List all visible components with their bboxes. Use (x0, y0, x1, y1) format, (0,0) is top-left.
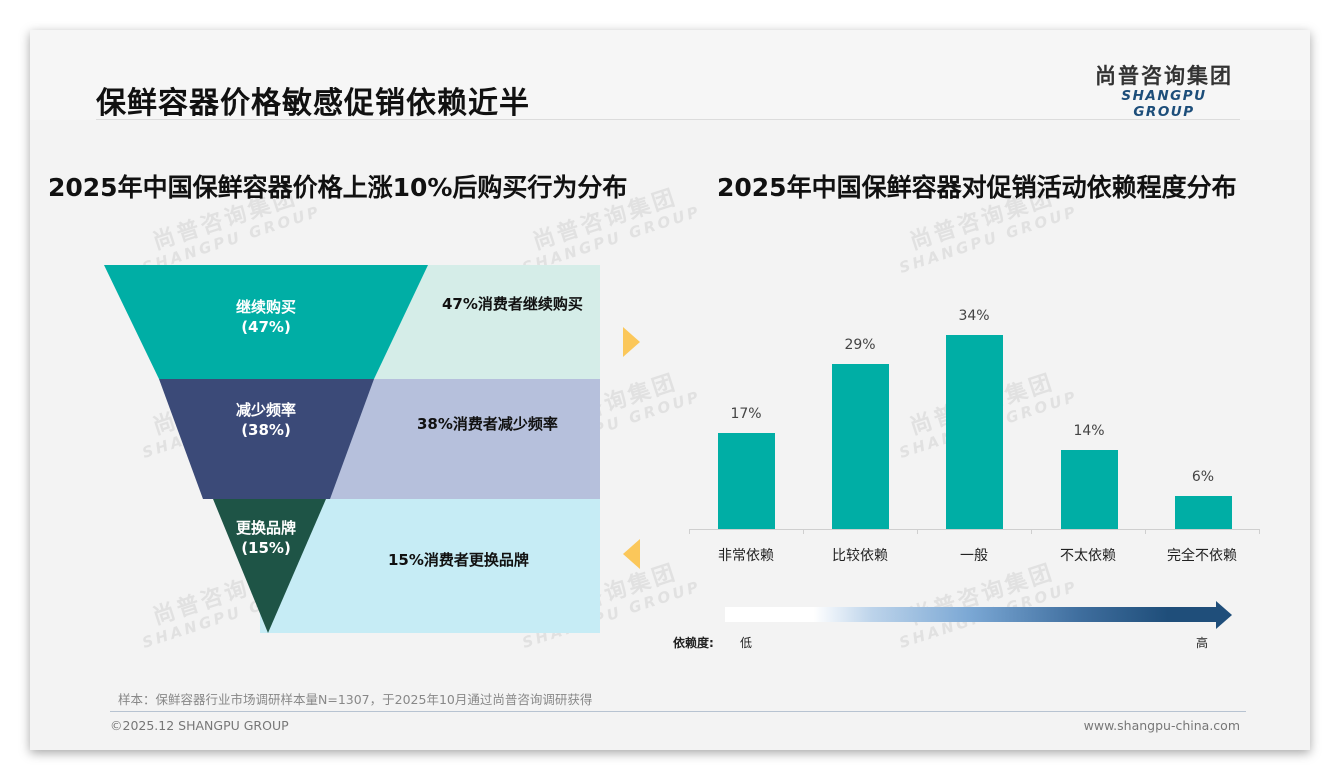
bar-value-label: 29% (844, 337, 876, 353)
bar-not-very-dependent (1061, 450, 1118, 529)
header-divider (96, 119, 1240, 120)
funnel-band-3-ext (268, 499, 600, 633)
dependency-gradient-bar (725, 607, 1217, 622)
bar-category-label: 完全不依赖 (1167, 548, 1237, 564)
axis-tick (917, 529, 918, 534)
company-logo: 尚普咨询集团 SHANGPU GROUP (1088, 64, 1240, 120)
bar-category-label: 比较依赖 (832, 548, 888, 564)
bar-value-label: 14% (1073, 423, 1105, 439)
scale-high-label: 高 (1196, 636, 1209, 650)
funnel-desc-reduce: 38%消费者减少频率 (417, 415, 558, 433)
bar-chart-title: 2025年中国保鲜容器对促销活动依赖程度分布 (717, 173, 1237, 202)
scale-low-label: 低 (740, 636, 753, 650)
funnel-band-1-ext (374, 265, 600, 379)
funnel-label-continue: 继续购买 (47%) (235, 298, 296, 336)
scale-label: 依赖度: (673, 636, 714, 650)
funnel-band-2-ext (330, 379, 600, 499)
funnel-segment-switch (213, 499, 326, 633)
page-title: 保鲜容器价格敏感促销依赖近半 (96, 86, 530, 121)
axis-tick (689, 529, 690, 534)
bar-value-label: 17% (730, 406, 762, 422)
logo-cn-text: 尚普咨询集团 (1095, 64, 1233, 88)
axis-tick (1031, 529, 1032, 534)
funnel-label-switch: 更换品牌 (15%) (235, 519, 296, 557)
x-axis (689, 529, 1259, 530)
funnel-chart (104, 265, 600, 633)
funnel-segment-continue (104, 265, 428, 379)
footer-divider (110, 711, 1246, 712)
funnel-desc-switch: 15%消费者更换品牌 (388, 551, 529, 569)
website-link[interactable]: www.shangpu-china.com (1083, 718, 1240, 733)
copyright: ©2025.12 SHANGPU GROUP (110, 718, 289, 733)
pointer-left-icon (623, 539, 640, 569)
axis-tick (1259, 529, 1260, 534)
slide: 保鲜容器价格敏感促销依赖近半 尚普咨询集团 SHANGPU GROUP 尚普咨询… (30, 30, 1310, 750)
arrow-right-icon (1216, 601, 1232, 629)
funnel-chart-title: 2025年中国保鲜容器价格上涨10%后购买行为分布 (48, 173, 628, 202)
pointer-right-icon (623, 327, 640, 357)
header-band (30, 30, 1310, 120)
bar-not-dependent (1175, 496, 1232, 529)
bar-category-label: 不太依赖 (1060, 548, 1116, 564)
funnel-segment-reduce (159, 379, 374, 499)
bar-very-dependent (718, 433, 775, 529)
funnel-label-reduce: 减少频率 (38%) (235, 401, 296, 439)
bar-category-label: 非常依赖 (718, 548, 774, 564)
bar-category-label: 一般 (960, 548, 988, 564)
bar-value-label: 34% (958, 308, 990, 324)
logo-en-text: SHANGPU GROUP (1121, 88, 1207, 120)
axis-tick (803, 529, 804, 534)
bar-fairly-dependent (832, 364, 889, 529)
source-note: 样本：保鲜容器行业市场调研样本量N=1307，于2025年10月通过尚普咨询调研… (118, 692, 593, 707)
bar-neutral (946, 335, 1003, 529)
bar-value-label: 6% (1191, 469, 1215, 485)
funnel-desc-continue: 47%消费者继续购买 (442, 295, 583, 313)
axis-tick (1145, 529, 1146, 534)
